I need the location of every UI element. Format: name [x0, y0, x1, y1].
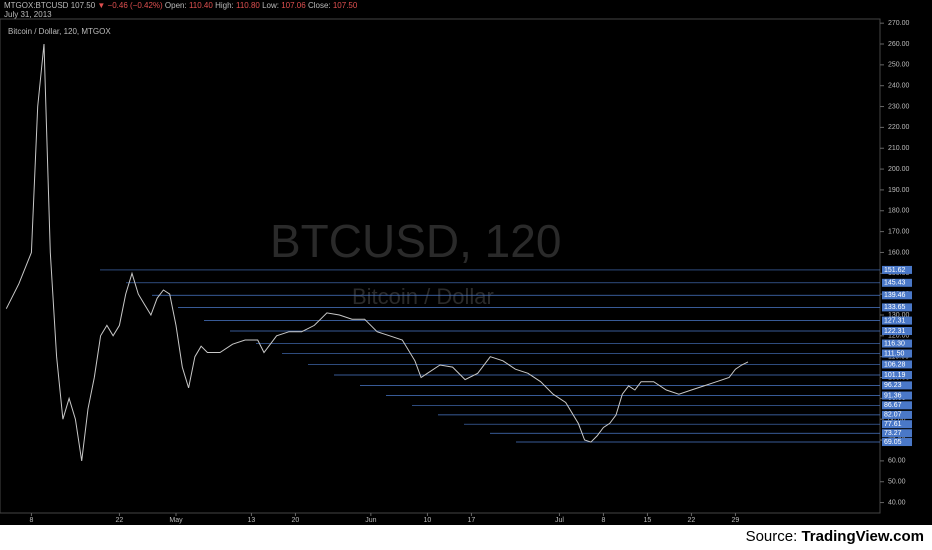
price-line [5, 43, 749, 461]
y-tick-label: 170.00 [888, 228, 910, 235]
source-name: TradingView.com [801, 528, 924, 545]
level-tag [882, 420, 912, 429]
x-tick-label: May [169, 517, 183, 524]
y-tick-label: 240.00 [888, 83, 910, 90]
open-label: Open: [165, 1, 187, 10]
source: Source: TradingView.com [746, 528, 924, 545]
level-label: 122.31 [884, 328, 906, 335]
y-tick-label: 210.00 [888, 145, 910, 152]
x-tick-label: 13 [248, 517, 256, 524]
y-tick-label: 130.00 [888, 312, 910, 319]
last-price: 107.50 [71, 1, 96, 10]
level-tag [882, 410, 912, 419]
chart-label: Bitcoin / Dollar, 120, MTGOX [8, 27, 111, 36]
level-label: 91.36 [884, 392, 902, 399]
y-tick-label: 60.00 [888, 458, 906, 465]
level-label: 151.62 [884, 267, 906, 274]
footer-band [0, 525, 932, 550]
level-tag [882, 429, 912, 438]
x-tick-label: 8 [29, 517, 33, 524]
level-tag [882, 291, 912, 300]
symbol: MTGOX:BTCUSD 107.50 ▼ −0.46 (−0.42%) Ope… [4, 1, 358, 10]
level-tag [882, 265, 912, 274]
date: July 31, 2013 [4, 10, 52, 19]
level-label: 101.19 [884, 372, 906, 379]
y-tick-label: 220.00 [888, 124, 910, 131]
level-label: 69.05 [884, 439, 902, 446]
x-tick-label: 15 [644, 517, 652, 524]
x-tick-label: 10 [424, 517, 432, 524]
y-tick-label: 230.00 [888, 103, 910, 110]
level-label: 111.50 [884, 350, 904, 357]
level-label: 133.65 [884, 304, 906, 311]
y-tick-label: 50.00 [888, 479, 906, 486]
level-tag [882, 391, 912, 400]
high-label: High: [215, 1, 234, 10]
x-tick-label: 17 [468, 517, 476, 524]
x-tick-label: Jul [555, 517, 564, 524]
plot-frame [0, 18, 881, 514]
low: 107.06 [281, 1, 306, 10]
level-tag [882, 371, 912, 380]
level-label: 116.30 [884, 340, 905, 347]
watermark-sub: Bitcoin / Dollar [352, 284, 494, 309]
y-tick-label: 190.00 [888, 187, 910, 194]
y-tick-label: 250.00 [888, 62, 910, 69]
y-tick-label: 40.00 [888, 499, 906, 506]
y-tick-label: 260.00 [888, 41, 910, 48]
change: ▼ −0.46 (−0.42%) [97, 1, 163, 10]
y-tick-label: 80.00 [888, 416, 906, 423]
x-tick-label: 29 [732, 517, 740, 524]
level-label: 73.27 [884, 430, 902, 437]
y-tick-label: 180.00 [888, 208, 910, 215]
x-tick-label: 8 [601, 517, 605, 524]
x-tick-label: Jun [365, 517, 376, 524]
level-tag [882, 278, 912, 287]
level-label: 86.67 [884, 402, 902, 409]
open: 110.40 [189, 1, 213, 10]
level-tag [882, 401, 912, 410]
close-label: Close: [308, 1, 331, 10]
x-tick-label: 22 [688, 517, 696, 524]
level-tag [882, 381, 912, 390]
level-label: 127.31 [884, 317, 906, 324]
watermark: BTCUSD, 120 [270, 215, 561, 267]
level-tag [882, 360, 912, 369]
level-label: 77.61 [884, 421, 902, 428]
y-tick-label: 160.00 [888, 249, 910, 256]
level-label: 82.07 [884, 412, 902, 419]
x-tick-label: 22 [116, 517, 124, 524]
level-tag [882, 349, 912, 358]
level-label: 139.46 [884, 292, 906, 299]
y-tick-label: 200.00 [888, 166, 910, 173]
source-prefix: Source: [746, 528, 802, 545]
level-tag [882, 438, 912, 447]
level-label: 96.23 [884, 382, 902, 389]
level-tag [882, 327, 912, 336]
high: 110.80 [236, 1, 260, 10]
low-label: Low: [262, 1, 279, 10]
level-label: 145.43 [884, 280, 906, 287]
level-label: 106.28 [884, 361, 906, 368]
level-tag [882, 303, 912, 312]
y-tick-label: 120.00 [888, 333, 910, 340]
y-tick-label: 270.00 [888, 20, 910, 27]
level-tag [882, 339, 912, 348]
level-tag [882, 316, 912, 325]
close: 107.50 [333, 1, 358, 10]
x-tick-label: 20 [292, 517, 300, 524]
symbol-name: MTGOX:BTCUSD [4, 1, 69, 10]
